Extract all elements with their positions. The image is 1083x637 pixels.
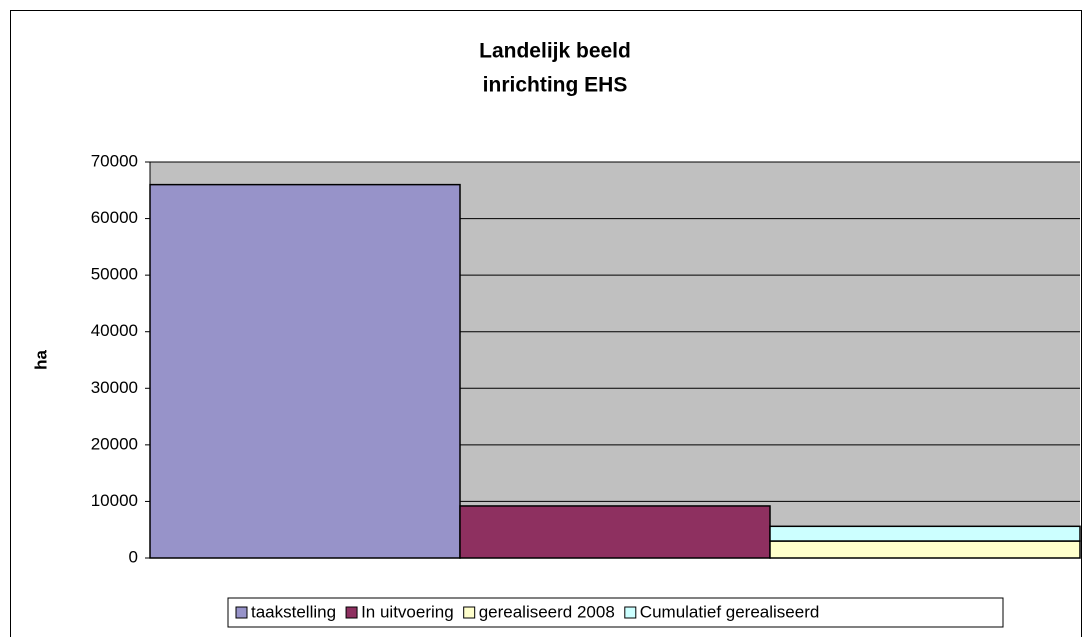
y-tick-label: 70000 — [91, 151, 138, 170]
y-axis-label: ha — [31, 350, 50, 370]
y-tick-label: 20000 — [91, 434, 138, 453]
y-tick-label: 30000 — [91, 378, 138, 397]
legend-label: gerealiseerd 2008 — [479, 602, 615, 621]
y-tick-label: 10000 — [91, 491, 138, 510]
legend-swatch — [235, 606, 248, 619]
legend-swatch — [345, 606, 358, 619]
y-tick-label: 0 — [129, 547, 138, 566]
chart-title: Landelijk beeld — [479, 40, 631, 63]
bar — [769, 525, 1081, 542]
y-tick-label: 40000 — [91, 321, 138, 340]
legend-label: taakstelling — [251, 602, 336, 621]
bar — [459, 505, 771, 559]
chart-title: inrichting EHS — [483, 74, 628, 97]
y-tick-label: 50000 — [91, 265, 138, 284]
legend-swatch — [463, 606, 476, 619]
legend-swatch — [624, 606, 637, 619]
bar — [769, 540, 1081, 559]
legend-label: In uitvoering — [361, 602, 454, 621]
bar — [149, 183, 461, 559]
legend-box — [227, 597, 1004, 628]
legend-label: Cumulatief gerealiseerd — [640, 602, 820, 621]
y-tick-label: 60000 — [91, 208, 138, 227]
